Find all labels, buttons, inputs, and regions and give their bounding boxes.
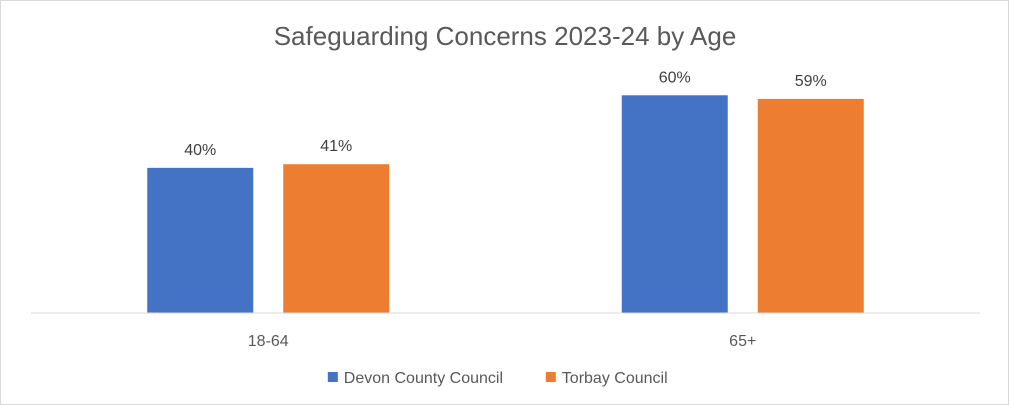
data-label: 60% — [659, 69, 691, 86]
bar — [283, 164, 390, 313]
bars-group — [147, 95, 864, 314]
legend-swatch — [545, 372, 556, 382]
x-tick-label: 18-64 — [248, 333, 289, 350]
x-tick-label: 65+ — [729, 333, 756, 350]
data-label: 59% — [795, 73, 827, 90]
data-label: 40% — [184, 142, 216, 159]
data-labels-group: 40% 41% 60% 59% — [184, 69, 827, 159]
legend-label: Devon County Council — [344, 370, 503, 387]
bar — [621, 95, 728, 314]
bar — [147, 167, 254, 313]
data-label: 41% — [320, 138, 352, 155]
legend: Devon County Council Torbay Council — [327, 370, 668, 387]
legend-label: Torbay Council — [562, 370, 668, 387]
x-tick-labels-group: 18-64 65+ — [248, 333, 757, 350]
bar — [757, 98, 864, 314]
legend-swatch — [327, 372, 338, 382]
chart-title: Safeguarding Concerns 2023-24 by Age — [274, 21, 737, 51]
